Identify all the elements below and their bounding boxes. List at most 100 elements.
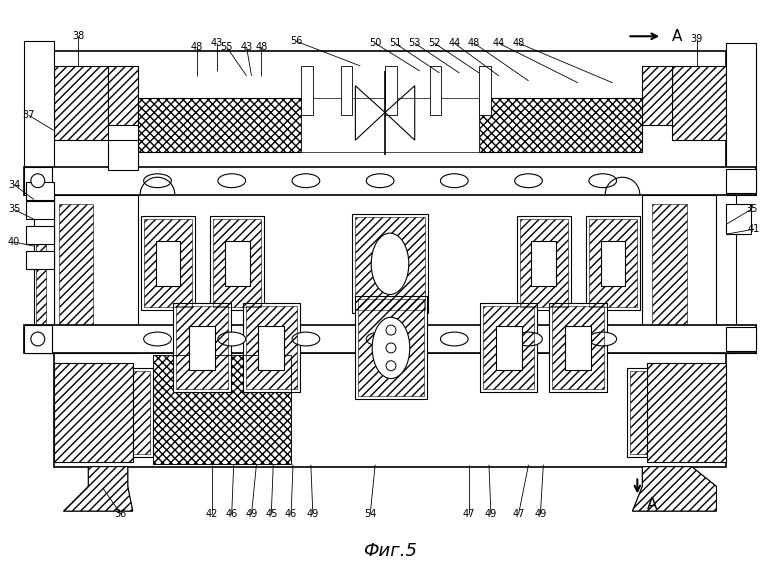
Text: 41: 41 — [748, 224, 760, 234]
Bar — [24, 167, 51, 194]
Text: 49: 49 — [485, 509, 497, 519]
Ellipse shape — [589, 332, 616, 346]
Bar — [430, 66, 441, 116]
Ellipse shape — [292, 174, 320, 188]
Ellipse shape — [372, 317, 410, 379]
Text: 43: 43 — [211, 38, 223, 48]
Bar — [601, 241, 626, 286]
Bar — [672, 66, 726, 140]
Bar — [642, 66, 672, 125]
Bar — [586, 217, 640, 311]
Text: 35: 35 — [8, 204, 20, 214]
Ellipse shape — [515, 332, 542, 346]
Ellipse shape — [218, 174, 246, 188]
Bar — [54, 194, 138, 353]
Bar — [516, 217, 571, 311]
Bar — [138, 97, 301, 152]
Bar — [479, 66, 491, 116]
Circle shape — [386, 325, 396, 335]
Bar — [652, 204, 687, 343]
Bar — [496, 326, 522, 370]
Bar — [356, 217, 424, 311]
Bar — [153, 355, 291, 464]
Bar — [549, 303, 607, 393]
Bar — [138, 97, 301, 152]
Text: 48: 48 — [191, 42, 204, 52]
Bar — [301, 66, 313, 116]
Polygon shape — [63, 467, 133, 511]
Bar — [54, 363, 133, 462]
Bar — [26, 182, 54, 200]
Text: 45: 45 — [265, 509, 278, 519]
Bar — [726, 325, 756, 353]
Bar — [108, 66, 138, 125]
Bar — [642, 194, 726, 353]
Text: 46: 46 — [225, 509, 238, 519]
Bar — [353, 214, 427, 313]
Bar — [726, 169, 756, 193]
Ellipse shape — [367, 332, 394, 346]
Text: 49: 49 — [307, 509, 319, 519]
Bar — [36, 239, 46, 338]
Bar — [26, 226, 54, 244]
Text: 38: 38 — [73, 31, 84, 41]
Bar — [385, 66, 397, 116]
Bar — [589, 220, 637, 308]
Bar — [213, 220, 261, 308]
Ellipse shape — [589, 174, 616, 188]
Bar — [24, 41, 54, 170]
Bar — [726, 43, 756, 194]
Ellipse shape — [371, 233, 409, 295]
Text: A: A — [672, 29, 682, 44]
Text: 44: 44 — [448, 38, 460, 48]
Circle shape — [386, 343, 396, 353]
Bar — [133, 370, 150, 454]
Bar — [108, 66, 138, 125]
Circle shape — [386, 361, 396, 370]
Bar — [627, 367, 647, 457]
Bar — [258, 326, 284, 370]
Bar — [24, 167, 756, 194]
Ellipse shape — [441, 174, 468, 188]
Text: 37: 37 — [23, 110, 35, 120]
Bar — [190, 326, 215, 370]
Bar — [155, 241, 180, 286]
Text: 51: 51 — [388, 38, 401, 48]
Bar — [358, 299, 424, 396]
Text: Фиг.5: Фиг.5 — [363, 542, 417, 560]
Bar — [243, 303, 300, 393]
Bar — [246, 306, 297, 389]
Bar — [54, 353, 726, 467]
Bar — [647, 363, 726, 462]
Ellipse shape — [367, 174, 394, 188]
Bar — [210, 217, 264, 311]
Bar — [176, 306, 228, 389]
Text: 34: 34 — [8, 180, 20, 190]
Bar — [647, 363, 726, 462]
Bar — [54, 66, 108, 140]
Bar — [479, 97, 642, 152]
Bar — [54, 51, 726, 170]
Text: 55: 55 — [221, 42, 233, 52]
Bar — [531, 241, 556, 286]
Bar — [726, 204, 751, 234]
Bar — [483, 306, 534, 389]
Bar — [519, 220, 568, 308]
Polygon shape — [633, 467, 717, 511]
Text: 47: 47 — [463, 509, 475, 519]
Ellipse shape — [144, 332, 172, 346]
Bar — [54, 363, 133, 462]
Bar — [133, 367, 153, 457]
Bar — [24, 325, 756, 353]
Text: A: A — [647, 497, 658, 512]
Text: 46: 46 — [285, 509, 297, 519]
Text: 49: 49 — [246, 509, 257, 519]
Circle shape — [31, 174, 44, 188]
Bar — [144, 220, 192, 308]
Text: 50: 50 — [369, 38, 381, 48]
Bar — [356, 296, 427, 399]
Ellipse shape — [218, 332, 246, 346]
Bar — [642, 66, 672, 125]
Text: 43: 43 — [240, 42, 253, 52]
Bar — [565, 326, 590, 370]
